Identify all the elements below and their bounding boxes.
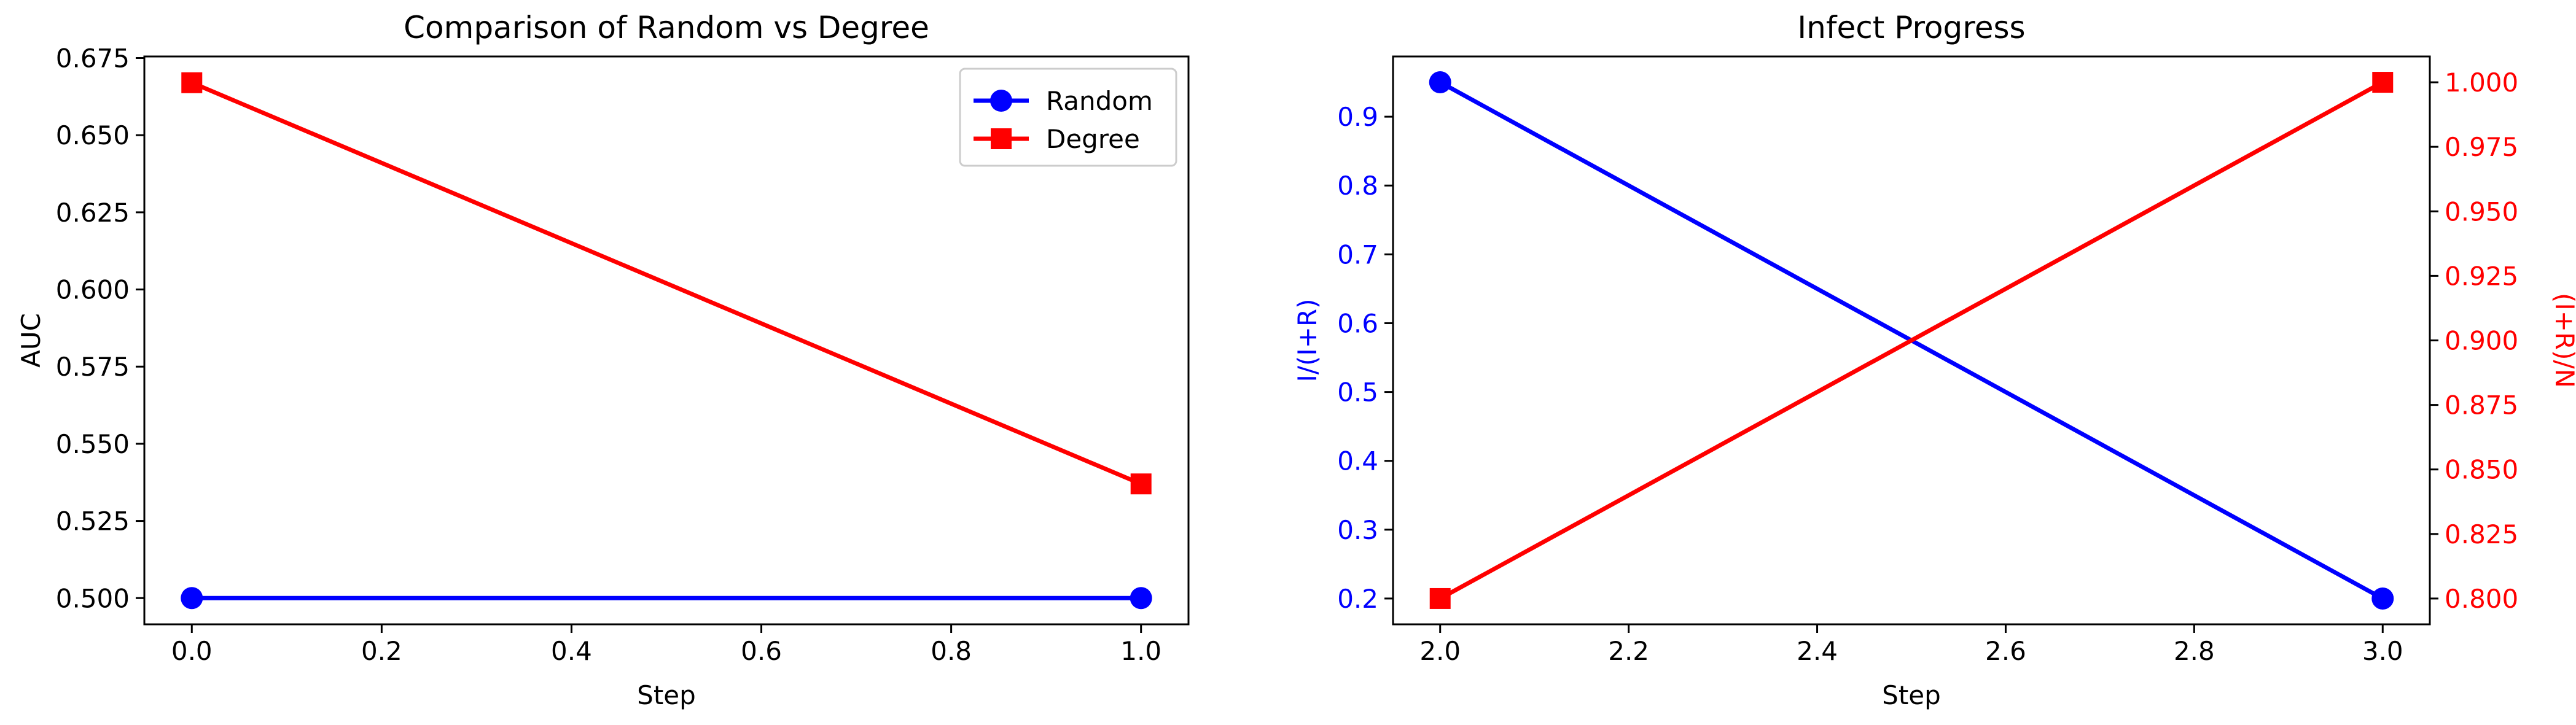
legend-box	[959, 68, 1177, 167]
legend-marker-random	[990, 90, 1012, 112]
y2-tick-label: 1.000	[2445, 68, 2518, 98]
data-point-series2-1	[1429, 587, 1451, 609]
y-tick-label: 0.650	[56, 120, 130, 150]
x-tick-label: 0.2	[361, 636, 402, 666]
y2-tick-label: 0.950	[2445, 196, 2518, 227]
x-tick-label: 3.0	[2362, 636, 2403, 666]
y2-tick-label: 0.825	[2445, 519, 2518, 549]
y-tick-label: 0.2	[1337, 584, 1378, 614]
y-tick-label: 0.7	[1337, 239, 1378, 269]
y-tick-label: 0.4	[1337, 446, 1378, 476]
x-tick-label: 2.4	[1797, 636, 1838, 666]
y2-tick-label: 0.875	[2445, 390, 2518, 421]
y-tick-label: 0.500	[56, 583, 130, 613]
x-tick-label: 0.8	[931, 636, 972, 666]
x-tick-label: 2.0	[1419, 636, 1461, 666]
y-tick-label: 0.525	[56, 506, 130, 537]
y2-axis-label: (I+R)/N	[2550, 293, 2576, 388]
x-tick-label: 1.0	[1120, 636, 1161, 666]
y-tick-label: 0.625	[56, 198, 130, 228]
y-tick-label: 0.6	[1337, 308, 1378, 338]
y2-tick-label: 0.850	[2445, 455, 2518, 485]
data-point-degree-2	[1130, 473, 1152, 495]
x-tick-label: 0.0	[171, 636, 213, 666]
series-line-2	[1437, 79, 2386, 602]
series-line-degree	[189, 80, 1144, 487]
legend-label-random: Random	[1046, 86, 1153, 116]
chart-title: Infect Progress	[1797, 10, 2025, 45]
y-tick-label: 0.8	[1337, 171, 1378, 201]
y-tick-label: 0.575	[56, 352, 130, 382]
axes-frame	[143, 55, 1190, 626]
chart-1: 0.0 0.2 0.4 0.6 0.8 1.0 0.500 0.525 0.550 0.575 0.…	[16, 10, 1190, 710]
y2-tick-label: 0.900	[2445, 326, 2518, 356]
legend: Random Degree	[959, 68, 1177, 167]
data-point-series2-2	[2372, 72, 2394, 93]
legend-label-degree: Degree	[1046, 124, 1140, 154]
y-axis-label: I/(I+R)	[1292, 298, 1322, 382]
chart-title: Comparison of Random vs Degree	[404, 10, 929, 45]
data-point-degree-1	[181, 72, 203, 93]
chart-2: 2.0 2.2 2.4 2.6 2.8 3.00.20.30.40.50.60.70.80…	[1292, 10, 2576, 710]
data-point-random-1	[181, 587, 203, 610]
y-tick-label: 0.9	[1337, 102, 1378, 132]
x-tick-label: 2.6	[1985, 636, 2026, 666]
data-point-series1-1	[1429, 71, 1451, 94]
y-tick-label: 0.550	[56, 429, 130, 459]
x-axis-label: Step	[1882, 680, 1941, 710]
legend-marker-degree	[991, 128, 1012, 149]
y2-tick-label: 0.925	[2445, 261, 2518, 291]
x-tick-label: 2.8	[2174, 636, 2215, 666]
y2-tick-label: 0.975	[2445, 132, 2518, 162]
x-tick-label: 0.6	[741, 636, 782, 666]
y-tick-label: 0.5	[1337, 378, 1378, 408]
x-tick-label: 2.2	[1608, 636, 1649, 666]
x-axis-label: Step	[637, 680, 696, 710]
y-tick-label: 0.600	[56, 275, 130, 305]
y-tick-label: 0.675	[56, 44, 130, 74]
data-point-random-2	[1130, 587, 1152, 610]
y2-tick-label: 0.800	[2445, 584, 2518, 614]
x-tick-label: 0.4	[551, 636, 592, 666]
data-point-series1-2	[2371, 587, 2394, 610]
y-axis-label: AUC	[16, 313, 46, 368]
y-tick-label: 0.3	[1337, 515, 1378, 545]
